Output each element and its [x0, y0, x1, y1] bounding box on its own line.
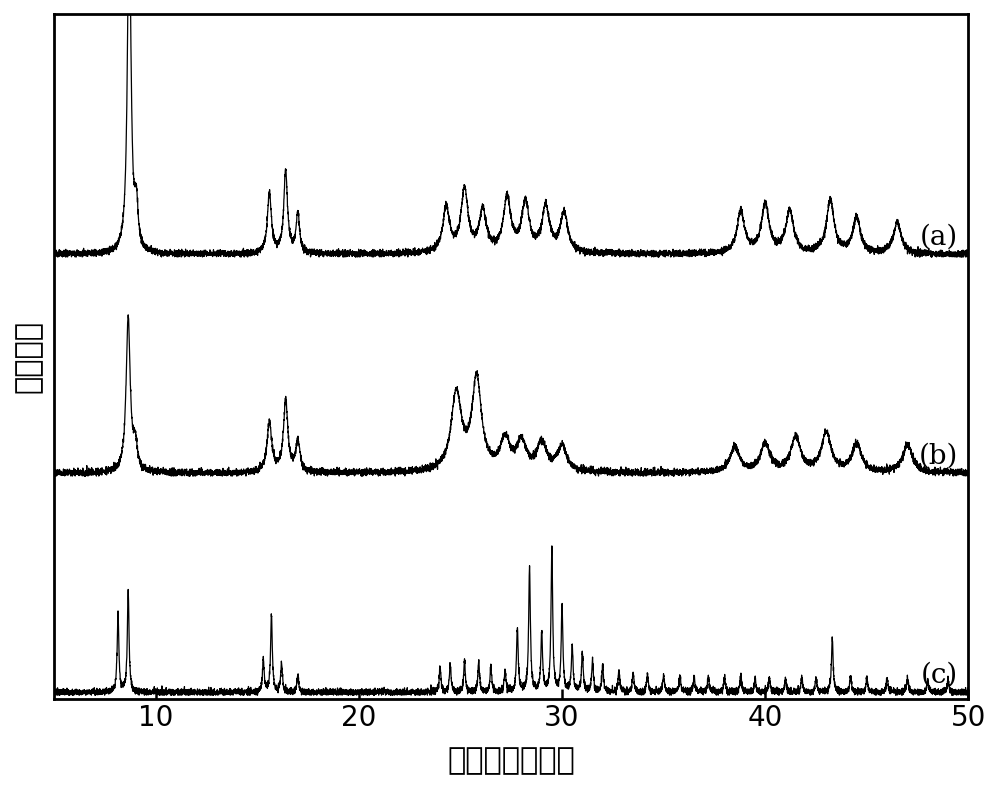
Text: (c): (c)	[921, 662, 958, 689]
Text: (a): (a)	[920, 224, 958, 251]
Y-axis label: 衍射强度: 衍射强度	[14, 320, 43, 393]
X-axis label: 衍射角度（度）: 衍射角度（度）	[447, 746, 575, 775]
Text: (b): (b)	[919, 443, 958, 469]
